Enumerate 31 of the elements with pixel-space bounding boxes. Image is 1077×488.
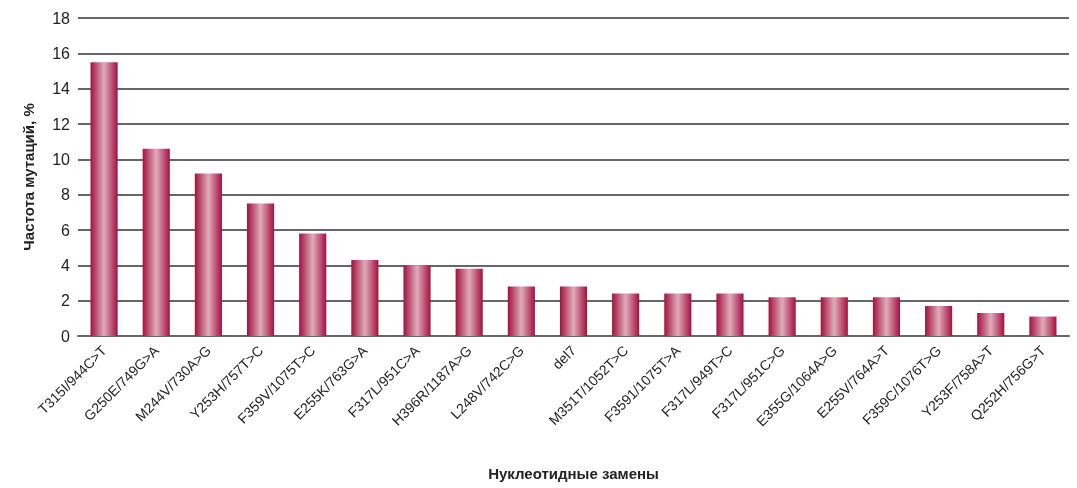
- y-tick-label: 4: [61, 256, 71, 274]
- x-axis-title: Нуклеотидные замены: [488, 465, 659, 482]
- y-tick-label: 0: [61, 327, 71, 345]
- bar: [768, 297, 796, 336]
- bar: [403, 265, 431, 336]
- y-tick-label: 6: [61, 221, 71, 239]
- bar: [142, 148, 170, 336]
- y-tick-label: 2: [61, 292, 71, 310]
- y-tick-label: 18: [52, 9, 71, 27]
- bar: [664, 293, 692, 336]
- y-tick-label: 8: [61, 186, 71, 204]
- bar: [507, 286, 535, 336]
- bar: [194, 173, 222, 336]
- bar: [559, 286, 588, 336]
- y-tick-label: 12: [52, 115, 71, 133]
- bar: [872, 297, 901, 336]
- bar: [977, 313, 1005, 336]
- bar: [246, 203, 275, 336]
- bar: [299, 233, 327, 336]
- bar: [716, 293, 744, 336]
- bar: [612, 293, 640, 336]
- y-axis-title: Частота мутаций, %: [20, 103, 37, 251]
- bar: [455, 268, 483, 336]
- y-tick-label: 10: [52, 150, 71, 168]
- y-tick-label: 14: [52, 80, 71, 98]
- bar: [820, 297, 848, 336]
- bar: [351, 260, 379, 336]
- bar: [1029, 316, 1057, 336]
- bar: [90, 62, 118, 336]
- bar: [925, 305, 953, 336]
- y-tick-label: 16: [52, 44, 71, 62]
